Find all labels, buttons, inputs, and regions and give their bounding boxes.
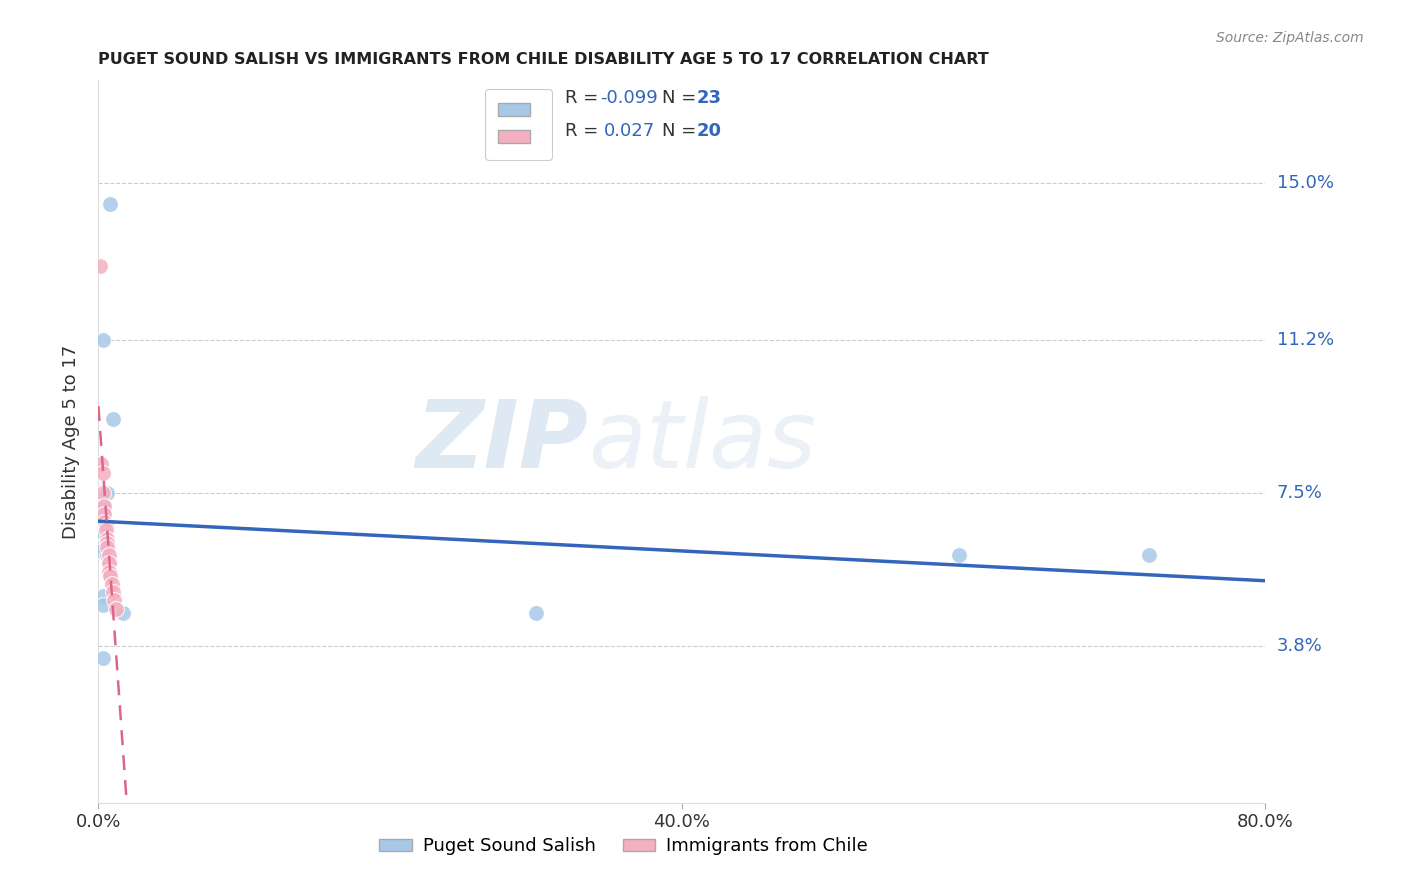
Point (97, 557, 120, 571)
Text: 11.2%: 11.2% (1277, 332, 1334, 350)
Point (93, 507, 115, 521)
Point (96, 535, 118, 549)
Point (91, 651, 114, 665)
Text: N =: N = (662, 122, 702, 140)
Point (96, 486, 118, 500)
Point (91, 507, 114, 521)
Text: 15.0%: 15.0% (1277, 175, 1333, 193)
Point (90, 544, 112, 558)
Text: Source: ZipAtlas.com: Source: ZipAtlas.com (1216, 31, 1364, 45)
Point (98, 197, 121, 211)
Point (93, 519, 115, 533)
Text: R =: R = (565, 89, 605, 107)
Point (93, 499, 115, 513)
Point (96, 540, 118, 554)
Point (101, 412, 124, 426)
Point (1137, 548, 1160, 562)
Text: ZIP: ZIP (416, 395, 589, 488)
Text: 3.8%: 3.8% (1277, 637, 1322, 655)
Point (94, 524, 117, 538)
Point (91, 486, 114, 500)
Point (96, 532, 118, 546)
Point (97, 565, 120, 579)
Point (90, 457, 112, 471)
Point (91, 515, 114, 529)
Point (94, 519, 117, 533)
Point (98, 568, 121, 582)
Point (948, 548, 970, 562)
Point (524, 606, 547, 620)
Point (93, 499, 115, 513)
Point (91, 598, 114, 612)
Y-axis label: Disability Age 5 to 17: Disability Age 5 to 17 (62, 344, 80, 539)
Point (98, 565, 121, 579)
Point (100, 577, 122, 591)
Point (104, 601, 127, 615)
Point (93, 527, 115, 541)
Text: atlas: atlas (589, 396, 817, 487)
Point (89, 259, 111, 273)
Point (94, 524, 117, 538)
Text: 0.027: 0.027 (603, 122, 655, 140)
Point (93, 515, 115, 529)
Point (101, 585, 124, 599)
Point (94, 535, 117, 549)
Point (97, 557, 120, 571)
Text: -0.099: -0.099 (600, 89, 658, 107)
Point (96, 548, 118, 562)
Point (103, 593, 125, 607)
Text: PUGET SOUND SALISH VS IMMIGRANTS FROM CHILE DISABILITY AGE 5 TO 17 CORRELATION C: PUGET SOUND SALISH VS IMMIGRANTS FROM CH… (98, 52, 990, 67)
Text: 20: 20 (697, 122, 723, 140)
Legend: Puget Sound Salish, Immigrants from Chile: Puget Sound Salish, Immigrants from Chil… (373, 830, 875, 863)
Point (91, 466, 114, 480)
Text: 7.5%: 7.5% (1277, 484, 1323, 502)
Point (112, 606, 135, 620)
Text: N =: N = (662, 89, 702, 107)
Point (91, 334, 114, 348)
Text: R =: R = (565, 122, 610, 140)
Text: 23: 23 (697, 89, 723, 107)
Point (91, 540, 114, 554)
Point (91, 590, 114, 604)
Point (97, 548, 120, 562)
